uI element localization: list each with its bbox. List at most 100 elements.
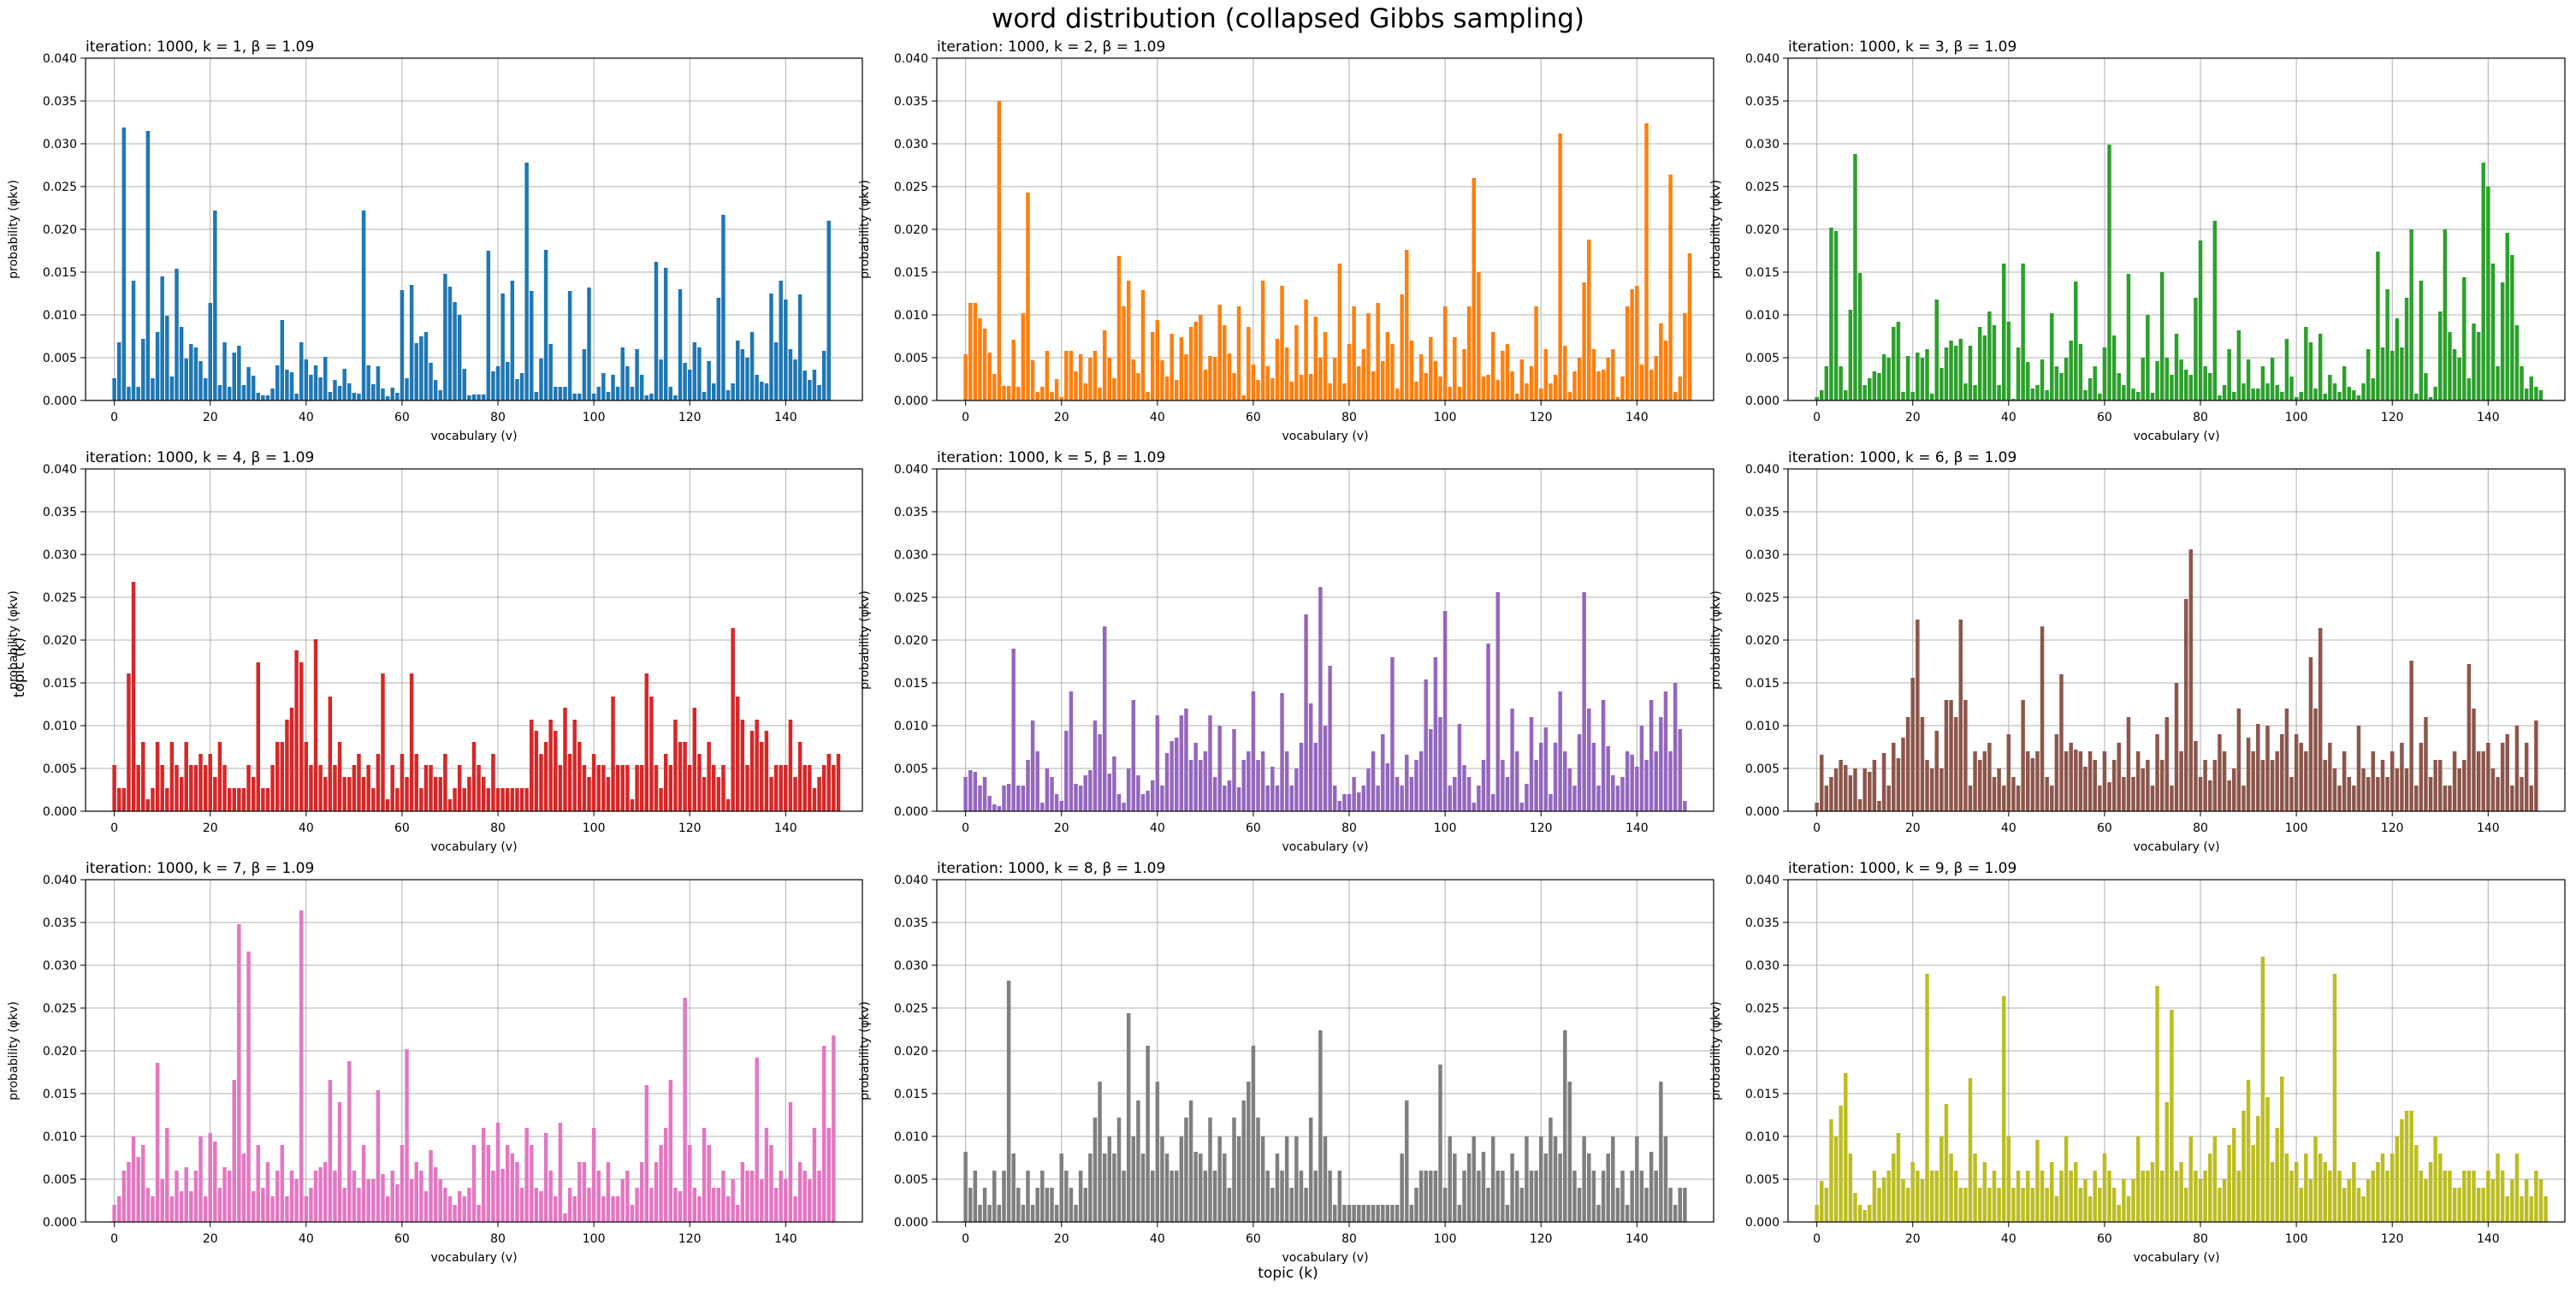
bar	[121, 1171, 127, 1222]
y-tick-label: 0.030	[43, 959, 77, 973]
bar	[222, 342, 227, 400]
bar	[289, 1171, 294, 1222]
bar	[1673, 392, 1678, 400]
bar	[1495, 592, 1501, 811]
bar	[1299, 1171, 1304, 1222]
bar	[2529, 1196, 2534, 1222]
bar	[1275, 339, 1280, 400]
bar	[1318, 587, 1323, 811]
bar	[1538, 1136, 1543, 1222]
bar	[659, 359, 663, 400]
bar	[414, 754, 418, 811]
x-axis-label: vocabulary (v)	[2133, 840, 2219, 854]
bar	[1241, 1100, 1246, 1222]
bar	[606, 1162, 611, 1222]
bar	[1260, 1136, 1265, 1222]
bar	[764, 383, 769, 400]
bar	[2174, 683, 2179, 811]
bar	[457, 1191, 462, 1222]
bar	[1424, 373, 1428, 400]
bar	[2347, 387, 2352, 400]
bar	[2380, 760, 2385, 811]
bar	[760, 1179, 764, 1222]
bar	[453, 788, 457, 811]
bar	[342, 1188, 346, 1222]
bar	[2212, 1136, 2218, 1222]
bar	[2414, 1145, 2419, 1222]
bar	[347, 1061, 352, 1222]
bar	[2433, 760, 2437, 811]
bar	[481, 777, 486, 811]
bar	[2289, 377, 2294, 400]
bar	[1553, 1136, 1558, 1222]
bar	[280, 742, 285, 811]
bar	[1558, 691, 1562, 811]
bar	[1982, 751, 1987, 811]
x-tick-label: 100	[1434, 1232, 1457, 1246]
bar	[467, 777, 471, 811]
bar	[198, 754, 203, 811]
bar	[121, 128, 127, 400]
y-tick-label: 0.010	[894, 1130, 928, 1144]
bar	[1949, 1154, 1953, 1222]
bar	[1472, 803, 1476, 811]
bar	[2256, 1116, 2260, 1222]
x-tick-label: 100	[583, 821, 606, 835]
bar	[654, 765, 659, 811]
bar	[1453, 337, 1457, 400]
bar	[1490, 1136, 1495, 1222]
bar	[1212, 357, 1217, 400]
bar	[361, 777, 366, 811]
bar	[2074, 282, 2078, 400]
bar	[2352, 1162, 2356, 1222]
bar	[2150, 786, 2155, 811]
bar	[2400, 743, 2404, 811]
bar	[477, 765, 481, 811]
bar	[2505, 1196, 2509, 1222]
bar	[227, 788, 232, 811]
bar	[337, 742, 342, 811]
y-tick-label: 0.020	[1745, 1045, 1780, 1059]
bar	[582, 765, 587, 811]
bar	[2069, 1171, 2073, 1222]
bar	[1203, 370, 1208, 400]
bar	[1973, 385, 1977, 400]
bar	[1815, 397, 1819, 400]
bar	[433, 1167, 438, 1222]
bar	[1596, 786, 1601, 811]
y-tick-label: 0.020	[43, 223, 77, 237]
bar	[1563, 751, 1567, 811]
bar	[2135, 1136, 2141, 1222]
bar	[2021, 1188, 2025, 1222]
y-tick-label: 0.025	[1745, 1002, 1780, 1016]
bar	[1939, 368, 1944, 400]
bar	[992, 1171, 997, 1222]
bar	[232, 353, 236, 400]
x-tick-label: 80	[1341, 1232, 1357, 1246]
bar	[1868, 1205, 1872, 1222]
bar	[2510, 1179, 2514, 1222]
bar	[2443, 786, 2448, 811]
bar	[1481, 760, 1486, 811]
x-tick-label: 100	[1434, 411, 1457, 424]
y-tick-label: 0.020	[894, 634, 928, 648]
bar	[2308, 342, 2313, 400]
bar	[663, 268, 668, 400]
bar	[2323, 760, 2327, 811]
bar	[405, 378, 409, 400]
bar	[1844, 390, 1848, 400]
y-tick-label: 0.000	[894, 394, 928, 408]
bar	[1857, 273, 1862, 400]
bar	[208, 303, 212, 400]
x-tick-label: 20	[1905, 821, 1921, 835]
bar	[2342, 1188, 2347, 1222]
bar	[2524, 743, 2529, 811]
bar	[1064, 731, 1069, 811]
bar	[2194, 741, 2198, 811]
bar	[784, 765, 788, 811]
bar	[519, 1188, 524, 1222]
bar	[1659, 717, 1663, 811]
bar	[644, 1085, 649, 1222]
x-tick-label: 120	[1530, 821, 1553, 835]
bar	[1299, 743, 1304, 811]
